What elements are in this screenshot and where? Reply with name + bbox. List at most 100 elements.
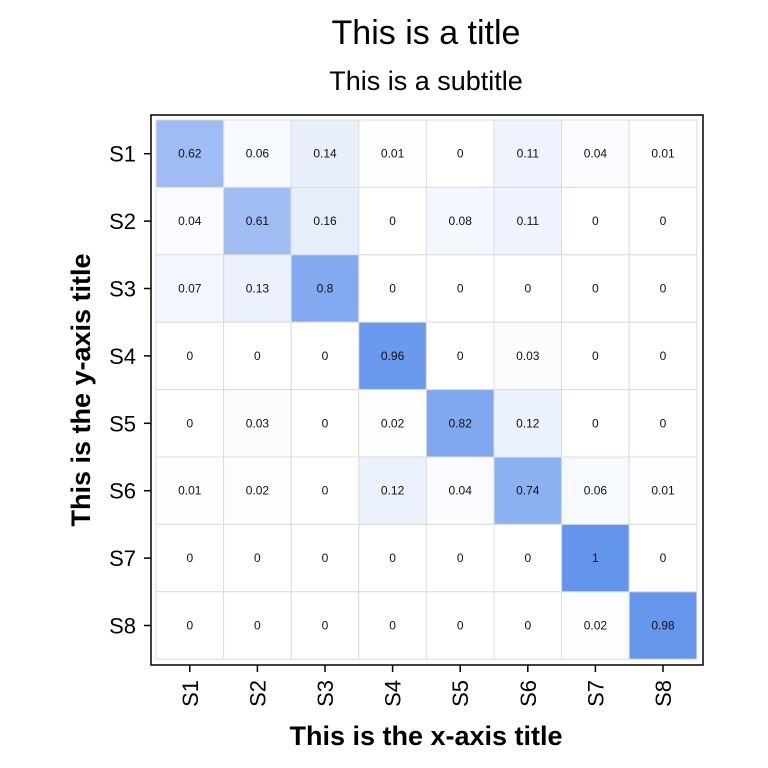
cell-value-label: 0 <box>592 416 599 430</box>
heatmap-cell <box>223 591 292 660</box>
cell-value-label: 0 <box>254 619 261 633</box>
cell-value-label: 0 <box>186 551 193 565</box>
heatmap-cell <box>493 591 563 660</box>
cell-value-label: 0 <box>322 349 329 363</box>
heatmap-cell <box>358 254 427 323</box>
heatmap-cell <box>358 389 427 458</box>
cell-value-label: 0 <box>322 484 329 498</box>
cell-value-label: 0.74 <box>516 484 540 498</box>
cell-value-label: 0.06 <box>584 484 608 498</box>
cell-value-label: 0 <box>186 349 193 363</box>
cell-value-label: 0.03 <box>516 349 540 363</box>
cell-value-label: 0.11 <box>517 147 540 161</box>
x-tick-label: S2 <box>245 680 270 707</box>
y-axis-title: This is the y-axis title <box>66 253 96 526</box>
cell-value-label: 0 <box>322 619 329 633</box>
cell-value-label: 0.01 <box>651 484 675 498</box>
y-tick-label: S8 <box>109 614 136 639</box>
heatmap-cell <box>425 389 495 458</box>
heatmap-cell <box>155 119 225 188</box>
y-tick-label: S5 <box>109 411 136 436</box>
heatmap-cell <box>290 591 360 660</box>
y-tick-label: S6 <box>109 479 136 504</box>
heatmap-cell <box>358 321 427 391</box>
cell-value-label: 0.04 <box>584 147 608 161</box>
heatmap-cell <box>425 321 495 391</box>
heatmap-cell <box>493 456 563 525</box>
heatmap-cell <box>155 523 225 593</box>
heatmap-cell <box>628 389 698 458</box>
heatmap-cell <box>425 591 495 660</box>
heatmap-cell <box>493 119 563 188</box>
cell-value-label: 0 <box>660 214 667 228</box>
cell-value-label: 0 <box>660 282 667 296</box>
cell-value-label: 0 <box>660 551 667 565</box>
cell-value-label: 0 <box>457 619 464 633</box>
heatmap-cell <box>628 186 698 256</box>
y-tick-label: S3 <box>109 277 136 302</box>
cell-value-label: 0 <box>660 349 667 363</box>
cell-value-label: 0.11 <box>517 214 540 228</box>
chart-title: This is a title <box>332 14 521 52</box>
cell-value-label: 0.62 <box>178 147 202 161</box>
cell-value-label: 0 <box>457 147 464 161</box>
cell-value-label: 0.02 <box>584 619 608 633</box>
heatmap-cell <box>493 523 563 593</box>
heatmap-cell <box>628 119 698 188</box>
heatmap-cell <box>223 523 292 593</box>
heatmap-cell <box>561 254 630 323</box>
y-tick-label: S1 <box>109 142 136 167</box>
cell-value-label: 0.02 <box>246 484 270 498</box>
heatmap-cell <box>290 456 360 525</box>
cell-value-label: 0.12 <box>381 484 405 498</box>
heatmap-cells: 0.62 0.06 0.14 0.01 0 0.11 0.04 0.01 0.04 0.61 0.1… <box>155 119 698 660</box>
cell-value-label: 0 <box>186 416 193 430</box>
cell-value-label: 0.04 <box>449 484 473 498</box>
cell-value-label: 0.01 <box>178 484 202 498</box>
cell-value-label: 0.08 <box>449 214 473 228</box>
cell-value-label: 0.96 <box>381 349 405 363</box>
heatmap-cell <box>223 456 292 525</box>
heatmap-cell <box>628 456 698 525</box>
cell-value-label: 0.07 <box>178 282 202 296</box>
heatmap-cell <box>425 456 495 525</box>
cell-value-label: 0 <box>524 551 531 565</box>
cell-value-label: 0 <box>322 551 329 565</box>
cell-value-label: 0.82 <box>449 416 473 430</box>
x-tick-label: S7 <box>583 680 608 707</box>
cell-value-label: 0 <box>592 282 599 296</box>
heatmap-cell <box>561 389 630 458</box>
heatmap-cell <box>561 321 630 391</box>
heatmap-cell <box>223 119 292 188</box>
heatmap-cell <box>155 321 225 391</box>
x-axis-title: This is the x-axis title <box>289 721 562 751</box>
cell-value-label: 0 <box>457 282 464 296</box>
heatmap-cell <box>290 254 360 323</box>
heatmap-cell <box>290 119 360 188</box>
x-tick-label: S6 <box>516 680 541 707</box>
cell-value-label: 0 <box>254 551 261 565</box>
heatmap-cell <box>628 254 698 323</box>
heatmap-cell <box>561 523 630 593</box>
cell-value-label: 0.8 <box>317 282 334 296</box>
x-tick-label: S1 <box>178 680 203 707</box>
cell-value-label: 0.04 <box>178 214 202 228</box>
heatmap-cell <box>493 389 563 458</box>
cell-value-label: 0 <box>186 619 193 633</box>
cell-value-label: 0 <box>457 349 464 363</box>
heatmap-cell <box>290 523 360 593</box>
y-tick-label: S7 <box>109 546 136 571</box>
cell-value-label: 0.14 <box>313 147 337 161</box>
cell-value-label: 0.16 <box>313 214 337 228</box>
cell-value-label: 0 <box>524 282 531 296</box>
heatmap-cell <box>493 186 563 256</box>
cell-value-label: 0 <box>592 349 599 363</box>
cell-value-label: 0.61 <box>246 214 270 228</box>
x-tick-label: S8 <box>651 680 676 707</box>
cell-value-label: 0 <box>660 416 667 430</box>
heatmap-cell <box>290 321 360 391</box>
cell-value-label: 0 <box>592 214 599 228</box>
y-axis: S1 S2 S3 S4 S5 S6 S7 S8 <box>109 142 151 639</box>
y-tick-label: S2 <box>109 209 136 234</box>
